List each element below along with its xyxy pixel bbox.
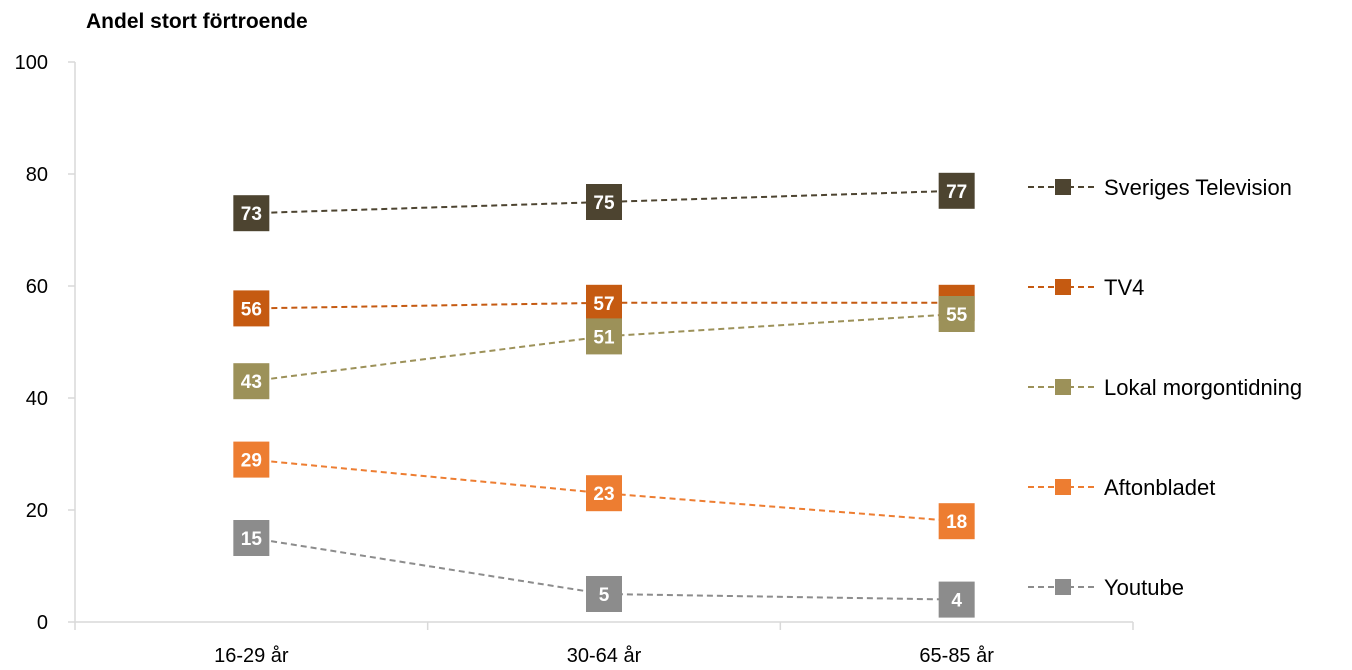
x-tick-label: 30-64 år <box>567 645 642 667</box>
data-point <box>233 520 270 556</box>
data-label: 43 <box>241 372 262 393</box>
legend-marker <box>1055 379 1071 395</box>
legend-marker <box>1055 279 1071 295</box>
data-label: 18 <box>946 512 967 533</box>
legend-marker <box>1055 179 1071 195</box>
data-label: 4 <box>951 591 962 612</box>
y-tick-label: 20 <box>26 500 48 522</box>
legend-label: TV4 <box>1104 275 1144 300</box>
chart-title: Andel stort förtroende <box>86 10 308 33</box>
series-lines <box>251 189 957 601</box>
data-label: 77 <box>946 182 967 203</box>
legend-marker <box>1055 579 1071 595</box>
data-point <box>586 284 622 321</box>
data-label: 57 <box>593 294 614 315</box>
data-point <box>586 475 622 512</box>
data-point <box>233 290 270 327</box>
data-point <box>233 363 270 400</box>
data-label: 75 <box>593 193 615 214</box>
data-label: 5 <box>599 585 610 606</box>
x-tick-label: 16-29 år <box>214 645 289 667</box>
legend-item: TV4 <box>1028 275 1144 300</box>
data-label: 29 <box>241 451 262 472</box>
data-point <box>938 581 975 618</box>
legend-label: Sveriges Television <box>1104 175 1292 200</box>
x-tick-label: 65-85 år <box>919 645 994 667</box>
legend-item: Aftonbladet <box>1028 475 1215 500</box>
data-point <box>586 318 622 355</box>
data-point <box>938 172 975 209</box>
y-tick-label: 60 <box>26 276 48 298</box>
legend-label: Aftonbladet <box>1104 475 1215 500</box>
data-point <box>586 576 622 612</box>
y-tick-label: 40 <box>26 388 48 410</box>
legend: Sveriges Television TV4 Lokal morgontidnin… <box>1028 175 1302 600</box>
y-tick-label: 0 <box>37 612 48 634</box>
data-label: 56 <box>241 299 262 320</box>
data-label: 73 <box>241 204 262 225</box>
data-point <box>938 296 975 332</box>
legend-item: Lokal morgontidning <box>1028 375 1302 400</box>
axes: 0 20 40 60 80 100 16-29 år 30-64 år 65-85 år <box>15 52 1134 667</box>
series-markers: 7375775657574351552923181554 <box>233 172 975 618</box>
data-point <box>938 503 975 540</box>
data-label: 55 <box>946 305 968 326</box>
legend-marker <box>1055 479 1071 495</box>
legend-item: Youtube <box>1028 575 1184 600</box>
y-tick-label: 80 <box>26 164 48 186</box>
data-label: 23 <box>593 484 614 505</box>
data-label: 51 <box>593 327 615 348</box>
data-point <box>586 184 622 220</box>
legend-label: Lokal morgontidning <box>1104 375 1302 400</box>
data-label: 15 <box>241 529 263 550</box>
data-point <box>233 195 270 232</box>
series-line <box>251 537 957 601</box>
legend-item: Sveriges Television <box>1028 175 1292 200</box>
data-point <box>233 441 270 478</box>
y-tick-label: 100 <box>15 52 48 74</box>
legend-label: Youtube <box>1104 575 1184 600</box>
